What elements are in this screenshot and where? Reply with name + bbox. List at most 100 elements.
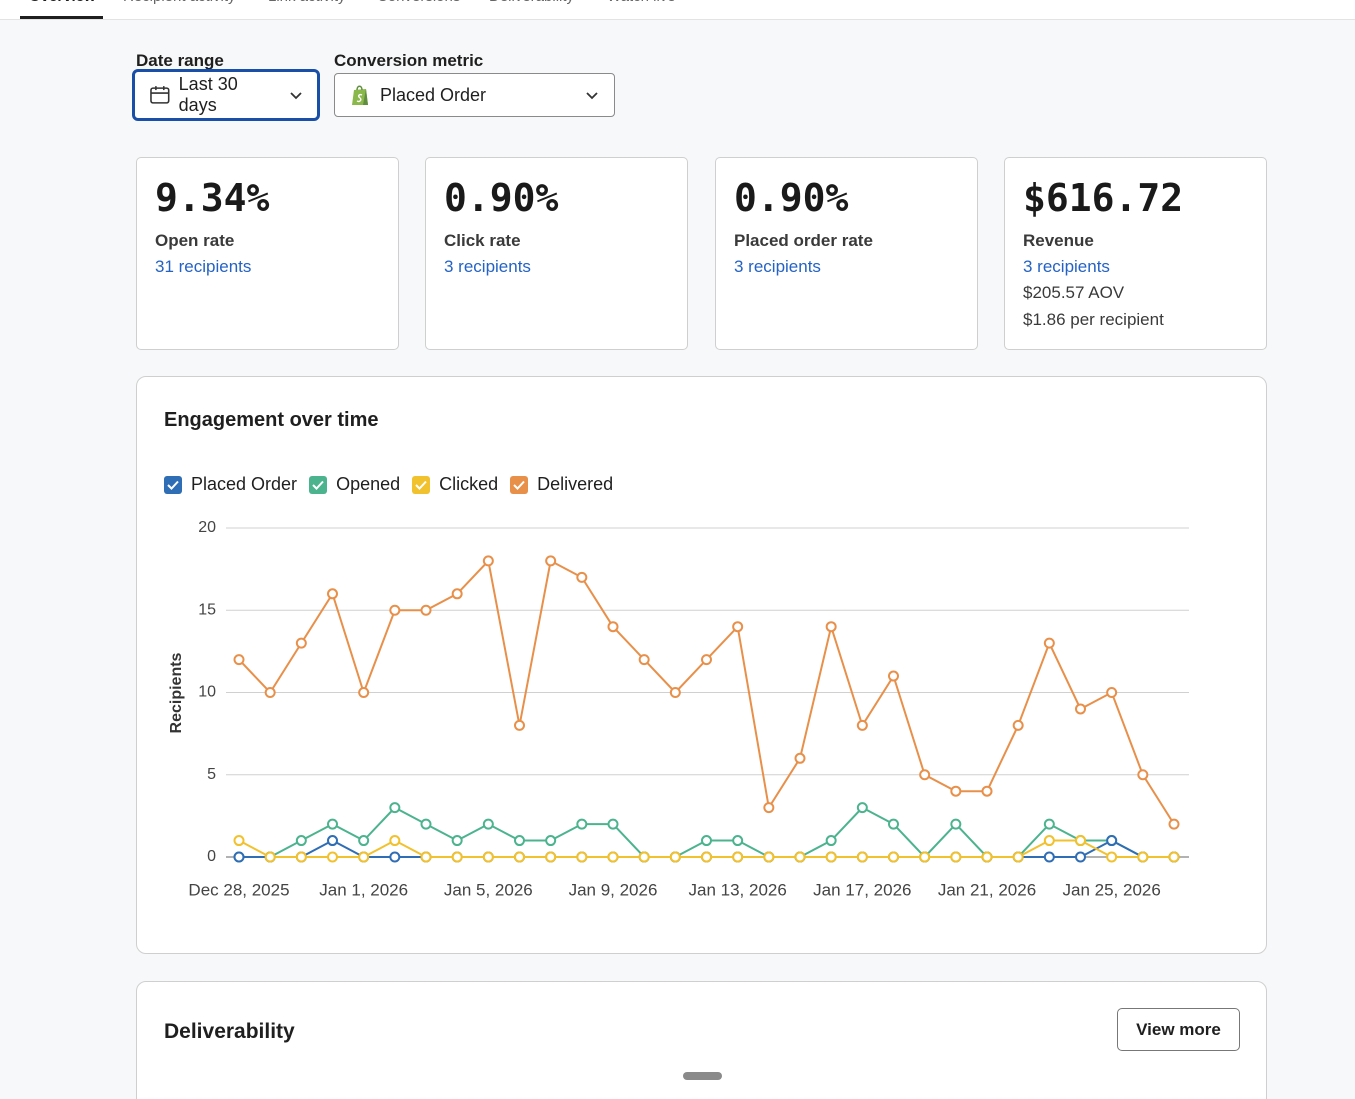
tab[interactable]: Link activity — [268, 0, 346, 5]
data-point — [295, 851, 307, 863]
legend-item[interactable]: Clicked — [412, 474, 498, 495]
x-tick-label: Jan 9, 2026 — [569, 880, 658, 899]
data-point — [1075, 851, 1086, 863]
data-point — [794, 851, 806, 863]
data-point — [482, 818, 494, 830]
stat-value: 0.90% — [734, 176, 849, 220]
data-point — [482, 555, 494, 567]
stat-card: 0.90% Placed order rate 3 recipients — [715, 157, 978, 350]
shopify-icon — [352, 85, 368, 105]
recipients-link[interactable]: 31 recipients — [155, 257, 252, 276]
check — [513, 480, 525, 490]
data-point — [856, 851, 868, 863]
check — [415, 480, 427, 490]
data-point — [545, 851, 557, 863]
legend-item[interactable]: Delivered — [510, 474, 613, 495]
stat-value: $616.72 — [1023, 176, 1184, 220]
data-point — [389, 835, 401, 847]
data-point — [389, 802, 401, 814]
data-point — [1106, 687, 1118, 698]
data-point — [732, 851, 744, 863]
filter-label: Date range — [136, 51, 224, 70]
data-point — [1043, 818, 1055, 830]
data-point — [825, 621, 837, 633]
data-point — [264, 687, 276, 698]
data-point — [514, 835, 525, 847]
recipients-link[interactable]: 3 recipients — [734, 257, 821, 276]
data-point — [327, 851, 338, 863]
data-point — [732, 835, 744, 847]
data-point — [233, 851, 245, 863]
chart: Recipients 0 5 10 15 20 Dec 28, 2025 Jan 1, 20… — [168, 519, 1189, 899]
data-point — [1106, 835, 1118, 847]
legend-label: Clicked — [439, 474, 499, 494]
data-point — [950, 818, 962, 830]
data-point — [1137, 851, 1149, 863]
recipients-link[interactable]: 3 recipients — [1023, 257, 1110, 276]
data-point — [327, 588, 338, 600]
legend-checkbox[interactable] — [164, 475, 182, 494]
stat-detail: $1.86 per recipient — [1023, 310, 1164, 329]
data-point — [794, 752, 806, 764]
data-point — [669, 687, 681, 698]
data-point — [420, 604, 432, 616]
data-point — [451, 835, 463, 847]
date-range-select[interactable]: Last 30 days — [132, 69, 320, 121]
stat-label: Click rate — [444, 231, 521, 250]
legend-label: Delivered — [537, 474, 614, 494]
legend-checkbox[interactable] — [412, 475, 431, 494]
data-point — [981, 785, 993, 797]
select-value: Placed Order — [380, 84, 487, 105]
data-point — [514, 851, 525, 863]
data-point — [327, 835, 338, 847]
view-more-button[interactable]: View more — [1117, 1008, 1240, 1051]
stat-detail: $205.57 AOV — [1023, 283, 1125, 302]
data-point — [545, 555, 557, 567]
tab[interactable]: Overview — [29, 0, 96, 5]
stat-value: 0.90% — [444, 176, 559, 220]
data-point — [451, 851, 463, 863]
y-tick-label: 0 — [207, 848, 216, 865]
data-point — [389, 851, 401, 863]
stat-card: 9.34% Open rate 31 recipients — [136, 157, 399, 350]
drag-handle[interactable] — [683, 1072, 722, 1080]
data-point — [607, 621, 619, 633]
tab[interactable]: Deliverability — [489, 0, 574, 5]
data-point — [1043, 851, 1055, 863]
tab[interactable]: Recipient activity — [123, 0, 236, 5]
data-point — [576, 571, 588, 583]
data-point — [1043, 835, 1055, 847]
data-point — [358, 851, 370, 863]
legend-checkbox[interactable] — [309, 475, 328, 494]
conversion-metric-select[interactable]: Placed Order — [334, 73, 615, 117]
data-point — [638, 654, 650, 666]
stat-card: 0.90% Click rate 3 recipients — [425, 157, 688, 350]
data-point — [701, 851, 712, 863]
check — [312, 480, 324, 490]
stat-value: 9.34% — [155, 176, 270, 220]
legend-checkbox[interactable] — [510, 475, 529, 494]
data-point — [295, 835, 307, 847]
data-point — [1106, 851, 1118, 863]
check — [167, 480, 179, 490]
data-point — [607, 818, 619, 830]
recipients-link[interactable]: 3 recipients — [444, 257, 531, 276]
tab[interactable]: Watch live — [607, 0, 676, 5]
deliverability-card: Deliverability View more — [136, 981, 1267, 1099]
chevron — [290, 92, 302, 100]
data-point — [233, 835, 245, 847]
data-point — [358, 687, 370, 698]
data-point — [607, 851, 619, 863]
data-point — [264, 851, 276, 863]
data-point — [763, 851, 775, 863]
chart-card: Engagement over time Placed Order Opened C… — [136, 376, 1267, 954]
tab[interactable]: Conversions — [377, 0, 460, 5]
data-point — [888, 818, 899, 830]
legend-item[interactable]: Opened — [309, 474, 400, 495]
legend-item[interactable]: Placed Order — [164, 474, 297, 495]
data-point — [763, 802, 775, 814]
data-point — [732, 621, 744, 633]
data-point — [295, 637, 307, 649]
